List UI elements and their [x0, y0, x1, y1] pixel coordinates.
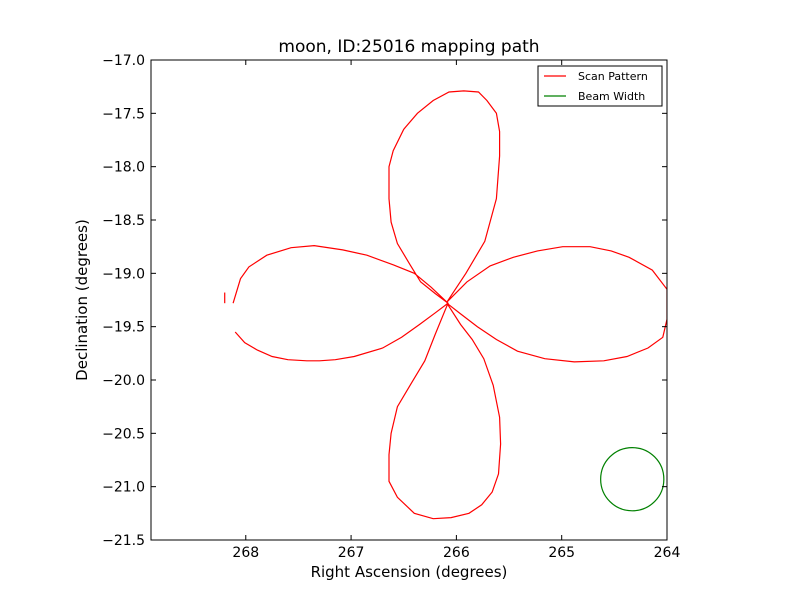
- y-tick-label: −19.5: [102, 320, 145, 336]
- y-axis-ticks: −17.0 −17.5 −18.0 −18.5 −19.0 −19.5 −20.0 −20.5…: [102, 53, 667, 549]
- x-tick-label: 264: [654, 545, 681, 561]
- x-axis-ticks: 268 267 266 265 264: [232, 60, 680, 561]
- y-tick-label: −20.0: [102, 373, 145, 389]
- plot-area: [224, 90, 667, 520]
- y-tick-label: −18.0: [102, 160, 145, 176]
- x-tick-label: 268: [232, 545, 259, 561]
- plot-frame: [150, 59, 668, 541]
- x-tick-label: 266: [443, 545, 470, 561]
- x-tick-label: 265: [548, 545, 575, 561]
- scan-pattern-line: [232, 90, 667, 520]
- legend: Scan Pattern Beam Width: [537, 65, 663, 107]
- y-tick-label: −21.5: [102, 533, 145, 549]
- y-tick-label: −18.5: [102, 213, 145, 229]
- y-tick-label: −17.0: [102, 53, 145, 69]
- x-tick-label: 267: [338, 545, 365, 561]
- y-axis-label: Declination (degrees): [73, 219, 91, 381]
- beam-width-circle: [600, 447, 665, 512]
- legend-label-scan-pattern: Scan Pattern: [578, 70, 648, 83]
- y-tick-label: −19.0: [102, 266, 145, 282]
- x-axis-label: Right Ascension (degrees): [311, 563, 508, 581]
- chart-title: moon, ID:25016 mapping path: [278, 37, 539, 57]
- y-tick-label: −21.0: [102, 480, 145, 496]
- legend-box: [537, 65, 663, 107]
- y-tick-label: −20.5: [102, 426, 145, 442]
- legend-label-beam-width: Beam Width: [578, 90, 645, 103]
- y-tick-label: −17.5: [102, 106, 145, 122]
